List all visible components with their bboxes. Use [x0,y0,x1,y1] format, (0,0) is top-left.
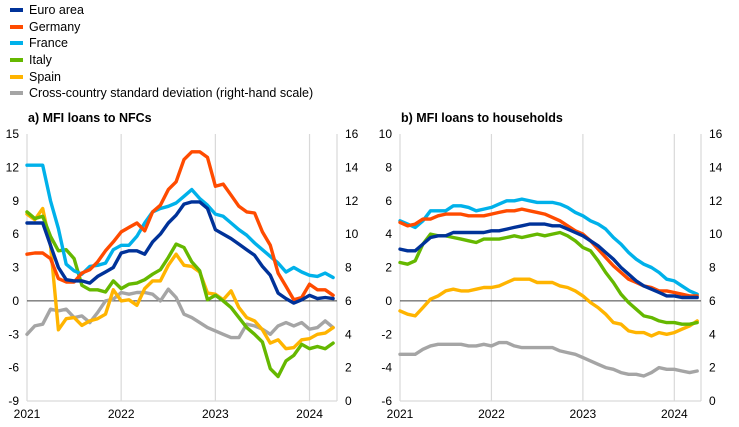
x-tick-label: 2021 [387,407,414,421]
panel-title: a) MFI loans to NFCs [28,111,152,125]
x-tick-label: 2023 [202,407,229,421]
y-tick-label: -9 [8,394,19,408]
y2-tick-label: 4 [709,327,716,341]
legend-swatch [10,74,23,79]
y-tick-label: -4 [381,361,392,375]
legend-item: Italy [10,52,313,69]
y2-tick-label: 6 [709,294,716,308]
x-tick-label: 2023 [570,407,597,421]
series-line-euro [25,200,335,305]
series-line-cross-country [25,287,335,340]
y2-tick-label: 6 [345,294,352,308]
y-tick-label: 3 [12,261,19,275]
legend-item: France [10,35,313,52]
legend-swatch [10,8,23,13]
y2-tick-label: 2 [709,361,716,375]
legend-swatch [10,41,23,46]
y-tick-label: 6 [385,194,392,208]
y2-tick-label: 14 [345,160,359,174]
x-tick-label: 2024 [296,407,323,421]
x-tick-label: 2024 [661,407,688,421]
y2-tick-label: 10 [345,227,359,241]
y-tick-label: -6 [8,361,19,375]
series-line-italy [398,230,699,326]
y2-tick-label: 8 [345,261,352,275]
y-tick-label: 10 [379,127,393,141]
y-tick-label: 2 [385,261,392,275]
series-line-spain [25,206,335,351]
series-line-euro [398,222,699,300]
legend-swatch [10,24,23,29]
series-line-france [398,197,699,296]
y-tick-label: 12 [6,160,20,174]
x-tick-label: 2022 [478,407,505,421]
y-tick-label: -6 [381,394,392,408]
legend-label: Euro area [29,3,84,18]
y-tick-label: 0 [12,294,19,308]
y2-tick-label: 10 [709,227,723,241]
y2-tick-label: 12 [345,194,359,208]
y-tick-label: 15 [6,127,20,141]
y2-tick-label: 14 [709,160,723,174]
series-line-italy [25,210,335,379]
x-tick-label: 2021 [14,407,41,421]
y2-tick-label: 16 [345,127,359,141]
legend: Euro area Germany France Italy Spain Cross-co… [10,2,313,102]
legend-item: Germany [10,19,313,36]
panel-title: b) MFI loans to households [401,111,563,125]
y2-tick-label: 12 [709,194,723,208]
legend-item: Cross-country standard deviation (right-… [10,85,313,102]
y-tick-label: 6 [12,227,19,241]
y2-tick-label: 16 [709,127,723,141]
series-line-cross-country [398,340,699,378]
y-tick-label: 0 [385,294,392,308]
y-tick-label: 9 [12,194,19,208]
legend-item: Euro area [10,2,313,19]
panel-nfc: a) MFI loans to NFCs 2021 2022 2023 2024 15 12… [6,111,359,421]
y2-tick-label: 2 [345,361,352,375]
legend-swatch [10,58,23,63]
y-tick-label: 4 [385,227,392,241]
legend-swatch [10,91,23,96]
legend-label: France [29,36,68,51]
x-tick-label: 2022 [108,407,135,421]
y-tick-label: -2 [381,327,392,341]
legend-item: Spain [10,68,313,85]
legend-label: Italy [29,53,52,68]
series-line-germany [25,150,335,302]
legend-label: Spain [29,69,61,84]
series-line-france [25,163,335,280]
y-tick-label: -3 [8,327,19,341]
y2-tick-label: 4 [345,327,352,341]
y2-tick-label: 8 [709,261,716,275]
legend-label: Cross-country standard deviation (right-… [29,86,314,101]
legend-label: Germany [29,19,81,34]
y-tick-label: 8 [385,160,392,174]
y2-tick-label: 0 [709,394,716,408]
series-line-spain [398,277,699,338]
y2-tick-label: 0 [345,394,352,408]
